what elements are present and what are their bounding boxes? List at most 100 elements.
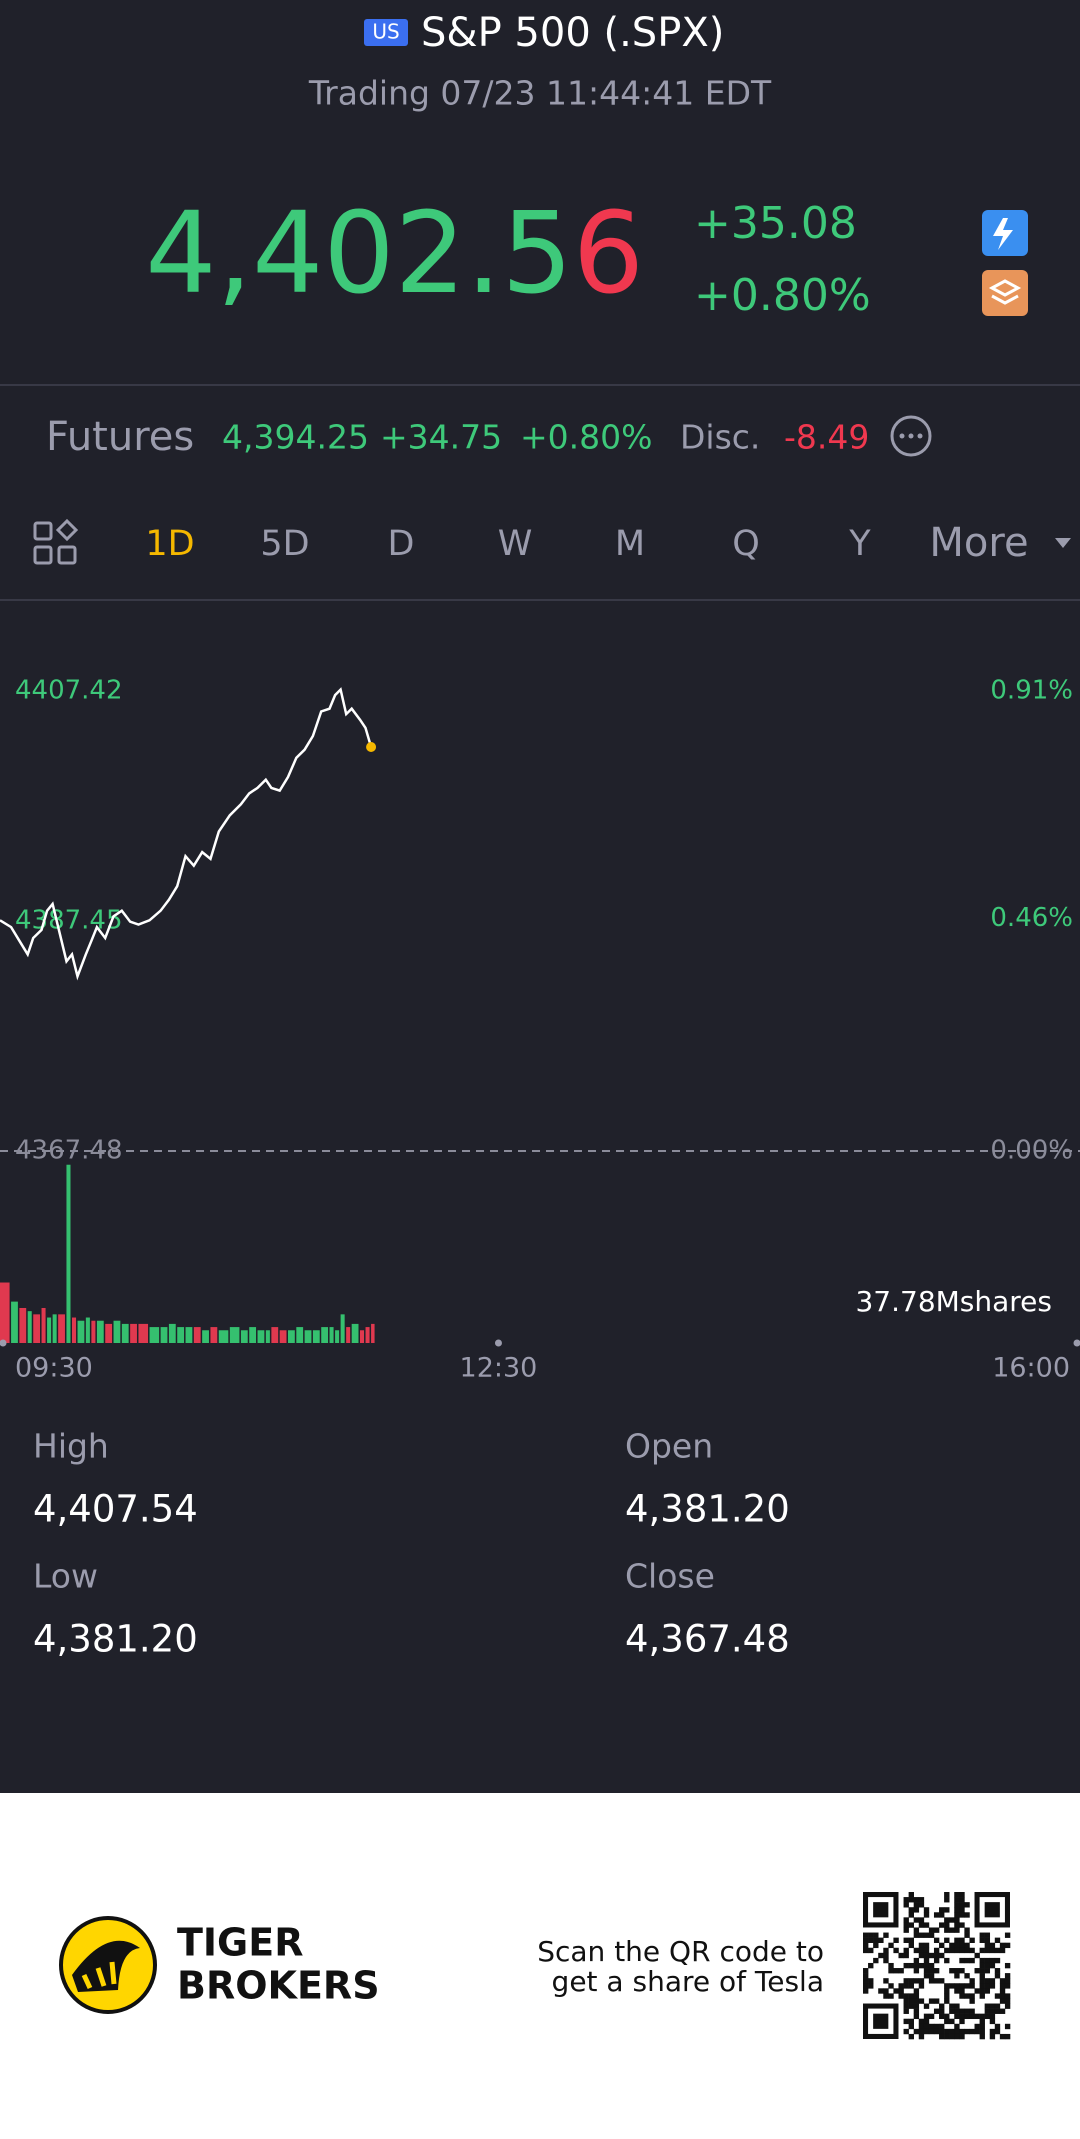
- volume-bar: [85, 1317, 90, 1343]
- qr-module: [989, 1947, 996, 1954]
- qr-module: [964, 1957, 970, 1964]
- volume-bar: [279, 1330, 287, 1343]
- qr-module: [923, 1947, 930, 1954]
- volume-bar: [346, 1327, 351, 1343]
- layer-icon[interactable]: [982, 270, 1028, 316]
- brand-line: BROKERS: [177, 1964, 380, 2008]
- qr-module: [918, 2028, 925, 2035]
- qr-module: [959, 1942, 965, 1949]
- qr-module: [949, 1942, 955, 1949]
- qr-module: [984, 1983, 991, 1989]
- volume-bar: [321, 1327, 329, 1343]
- qr-module: [979, 2033, 985, 2040]
- qr-module: [863, 1932, 869, 1938]
- brand-line: TIGER: [177, 1921, 303, 1965]
- qr-module: [933, 1968, 940, 1974]
- qr-module: [969, 1983, 975, 1989]
- qr-module: [903, 1917, 909, 1923]
- qr-module: [923, 1962, 930, 1969]
- qr-module: [913, 1947, 920, 1954]
- qr-module: [969, 2028, 975, 2035]
- qr-module: [964, 1947, 970, 1954]
- qr-module: [1004, 1973, 1011, 1979]
- stat-value: 4,367.48: [625, 1618, 790, 1661]
- market-badge: US: [372, 20, 399, 44]
- tab[interactable]: D: [388, 524, 415, 564]
- qr-module: [944, 1897, 950, 1903]
- qr-module: [989, 1942, 996, 1949]
- volume-bar: [177, 1327, 185, 1343]
- qr-module: [959, 1993, 965, 1999]
- qr-module: [984, 1968, 991, 1974]
- qr-module: [888, 1942, 894, 1949]
- qr-module: [918, 1983, 925, 1989]
- y2-tick-label: 0.00%: [990, 1136, 1073, 1166]
- qr-module: [903, 1998, 909, 2004]
- volume-bar: [335, 1330, 340, 1343]
- qr-module: [908, 1983, 914, 1989]
- tab[interactable]: 1D: [145, 524, 194, 564]
- qr-module: [908, 1892, 914, 1898]
- qr-module: [959, 2008, 965, 2014]
- qr-module: [979, 1978, 985, 1984]
- qr-module: [949, 2003, 955, 2009]
- x-tick-label: 09:30: [15, 1353, 93, 1384]
- layout-icon[interactable]: [33, 518, 79, 565]
- volume-bar: [11, 1301, 18, 1343]
- qr-module: [949, 2033, 955, 2040]
- qr-module: [913, 1927, 920, 1933]
- qr-module: [949, 2018, 955, 2025]
- qr-module: [974, 1952, 980, 1959]
- qr-module: [989, 2013, 996, 2020]
- volume-bar: [304, 1330, 312, 1343]
- qr-module: [863, 1968, 869, 1974]
- tab[interactable]: Q: [732, 524, 760, 564]
- qr-module: [1004, 1962, 1011, 1969]
- qr-module: [913, 1932, 920, 1938]
- qr-module: [954, 1983, 960, 1989]
- qr-module: [878, 1988, 884, 1994]
- tab[interactable]: More: [929, 520, 1028, 566]
- qr-module: [984, 1962, 991, 1969]
- title: S&P 500 (.SPX): [421, 10, 724, 56]
- qr-module: [954, 2013, 960, 2020]
- qr-module: [903, 1962, 909, 1969]
- qr-module: [883, 1947, 889, 1954]
- qr-module: [913, 2028, 920, 2035]
- more-icon[interactable]: [890, 415, 932, 457]
- tab[interactable]: W: [498, 524, 533, 564]
- qr-module: [959, 1968, 965, 1974]
- qr-module: [964, 1942, 970, 1949]
- qr-module: [873, 1937, 879, 1943]
- qr-module: [863, 1942, 869, 1949]
- change-pct: +0.80%: [694, 270, 871, 321]
- qr-module: [928, 1952, 935, 1959]
- tab[interactable]: Y: [848, 524, 871, 564]
- qr-module: [939, 1952, 945, 1959]
- qr-module: [868, 1978, 874, 1984]
- qr-module: [903, 1897, 909, 1903]
- stat-value: 4,407.54: [33, 1488, 198, 1531]
- qr-module: [954, 1902, 960, 1908]
- qr-module: [863, 1988, 869, 1994]
- qr-module: [954, 1897, 960, 1903]
- volume-bar: [371, 1323, 375, 1343]
- qr-module: [994, 2028, 1001, 2035]
- tab[interactable]: 5D: [260, 524, 309, 564]
- qr-module: [928, 2023, 935, 2030]
- dropdown-arrow[interactable]: [1055, 538, 1071, 548]
- qr-module: [959, 2033, 965, 2040]
- qr-module: [989, 1957, 996, 1964]
- y2-tick-label: 0.91%: [990, 676, 1073, 706]
- stat-value: 4,381.20: [625, 1488, 790, 1531]
- qr-module: [979, 1973, 985, 1979]
- qr-module: [979, 1937, 985, 1943]
- qr-module: [949, 2028, 955, 2035]
- flash-glyph: [993, 218, 1013, 250]
- tab[interactable]: M: [615, 524, 645, 564]
- qr-module: [933, 1957, 940, 1964]
- qr-module: [868, 1947, 874, 1954]
- qr-module: [939, 1912, 945, 1918]
- qr-module: [989, 1962, 996, 1969]
- qr-module: [893, 1947, 899, 1954]
